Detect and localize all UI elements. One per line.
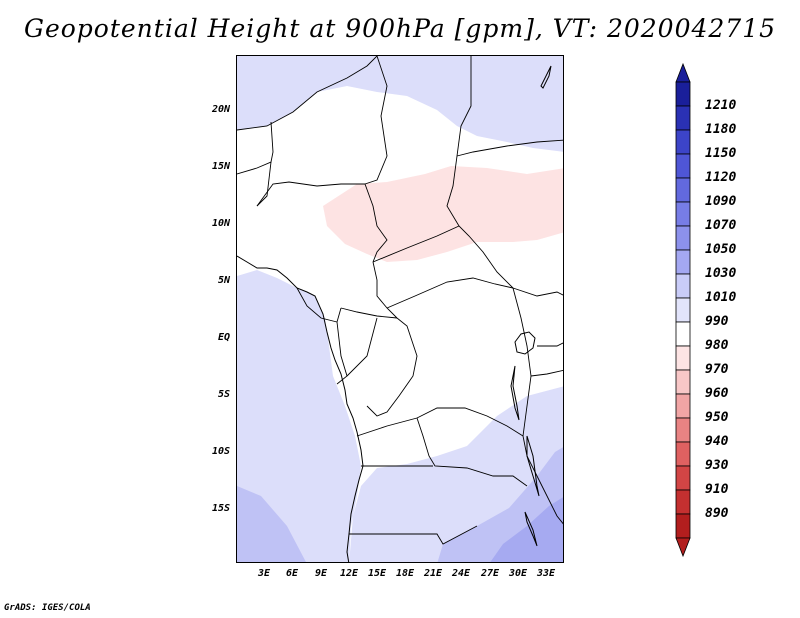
- colorbar-label: 1010: [705, 290, 737, 305]
- height-field-north: [237, 56, 563, 152]
- lat-tick-label: 20N: [211, 104, 230, 115]
- software-credit: GrADS: IGES/COLA: [4, 603, 91, 613]
- map-panel: [236, 55, 564, 563]
- lat-tick-label: 10N: [211, 218, 230, 229]
- colorbar-segment: [675, 225, 691, 251]
- lat-tick-label: 15S: [211, 503, 230, 514]
- colorbar-boxes: [675, 62, 691, 558]
- height-field-pink-band: [323, 166, 563, 262]
- colorbar-segment: [675, 153, 691, 179]
- lon-tick-label: 27E: [480, 568, 500, 579]
- colorbar-label: 940: [705, 434, 729, 449]
- colorbar-segment: [675, 465, 691, 491]
- lon-tick-label: 6E: [285, 568, 299, 579]
- colorbar-segment: [675, 297, 691, 323]
- colorbar-label: 1090: [705, 194, 737, 209]
- colorbar-segment: [675, 129, 691, 155]
- country-borders: [237, 56, 563, 545]
- height-field-southeast-deep: [490, 497, 563, 562]
- lat-tick-label: 5S: [217, 389, 230, 400]
- lon-tick-label: 21E: [423, 568, 443, 579]
- lon-tick-label: 9E: [314, 568, 328, 579]
- lon-tick-label: 12E: [339, 568, 359, 579]
- colorbar-label: 930: [705, 458, 729, 473]
- colorbar-segment: [675, 201, 691, 227]
- lon-tick-label: 24E: [451, 568, 471, 579]
- colorbar-label: 950: [705, 410, 729, 425]
- map-canvas: [237, 56, 563, 562]
- height-field-atlantic: [237, 270, 361, 562]
- colorbar-segment: [675, 513, 691, 539]
- colorbar-segment: [675, 249, 691, 275]
- colorbar: [675, 62, 691, 558]
- colorbar-label: 910: [705, 482, 729, 497]
- colorbar-label: 960: [705, 386, 729, 401]
- colorbar-label: 1210: [705, 98, 737, 113]
- colorbar-segment: [675, 441, 691, 467]
- colorbar-label: 890: [705, 506, 729, 521]
- lon-tick-label: 18E: [395, 568, 415, 579]
- height-field-southwest-deep: [237, 486, 306, 562]
- lat-tick-label: EQ: [217, 332, 230, 343]
- colorbar-segment: [675, 321, 691, 347]
- lon-tick-label: 15E: [367, 568, 387, 579]
- colorbar-segment: [675, 81, 691, 107]
- lon-tick-label: 3E: [257, 568, 271, 579]
- colorbar-label: 1150: [705, 146, 737, 161]
- colorbar-segment: [675, 273, 691, 299]
- colorbar-segment: [675, 345, 691, 371]
- colorbar-label: 970: [705, 362, 729, 377]
- map-title: Geopotential Height at 900hPa [gpm], VT:…: [23, 14, 777, 43]
- colorbar-label: 1180: [705, 122, 737, 137]
- colorbar-label: 980: [705, 338, 729, 353]
- colorbar-top-arrow: [675, 62, 691, 83]
- colorbar-label: 1050: [705, 242, 737, 257]
- lat-tick-label: 15N: [211, 161, 230, 172]
- lakes: [510, 65, 552, 547]
- colorbar-segment: [675, 489, 691, 515]
- colorbar-segment: [675, 369, 691, 395]
- colorbar-segment: [675, 177, 691, 203]
- lon-tick-label: 30E: [508, 568, 528, 579]
- colorbar-segment: [675, 417, 691, 443]
- coastline: [237, 255, 364, 562]
- colorbar-label: 1070: [705, 218, 737, 233]
- colorbar-segment: [675, 105, 691, 131]
- lon-tick-label: 33E: [536, 568, 556, 579]
- colorbar-label: 1030: [705, 266, 737, 281]
- lat-tick-label: 10S: [211, 446, 230, 457]
- colorbar-segment: [675, 393, 691, 419]
- colorbar-label: 1120: [705, 170, 737, 185]
- colorbar-bottom-arrow: [675, 537, 691, 558]
- lat-tick-label: 5N: [217, 275, 230, 286]
- colorbar-label: 990: [705, 314, 729, 329]
